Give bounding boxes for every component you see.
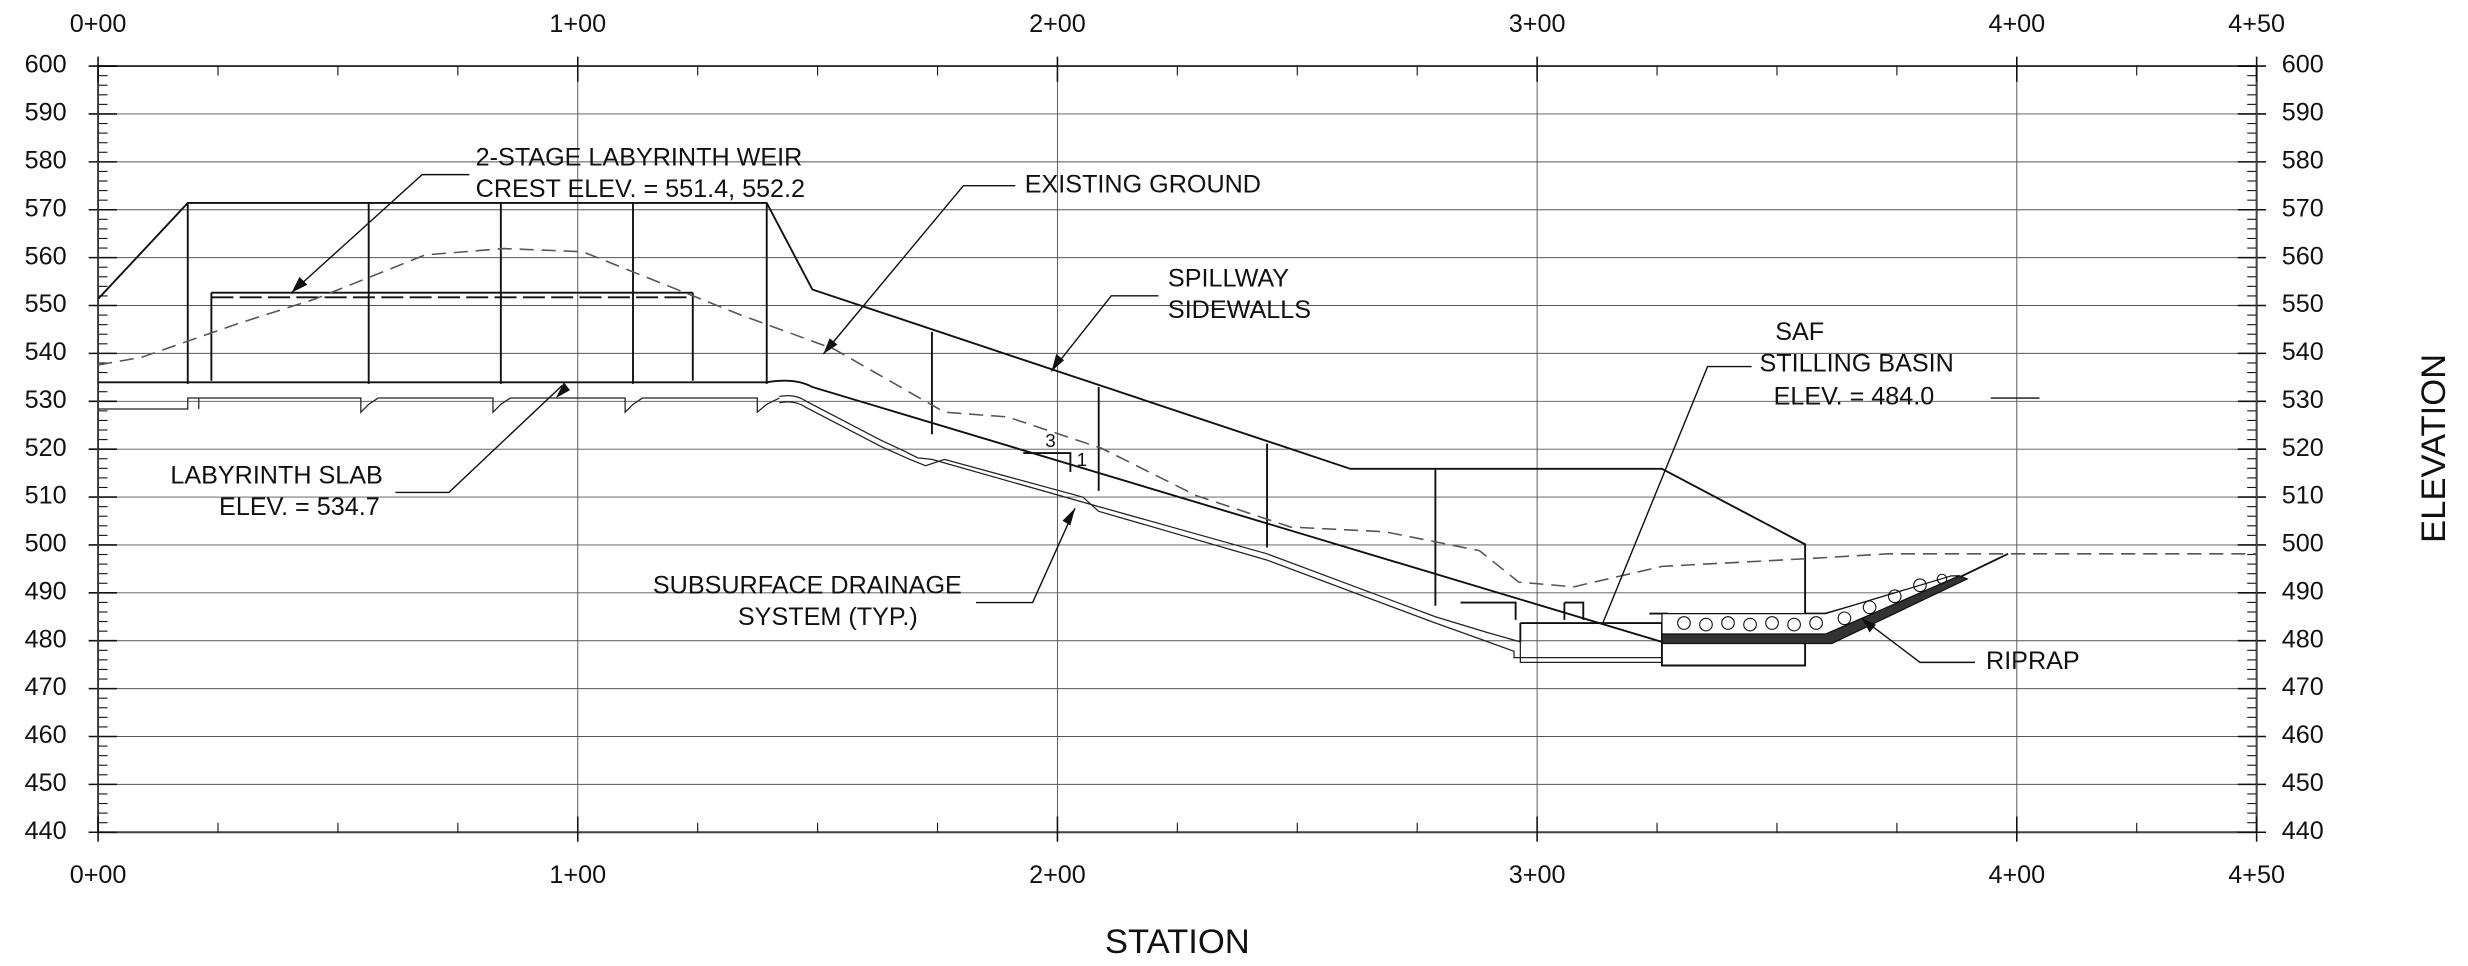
annotation: ELEV. = 534.7 — [219, 493, 380, 521]
y-tick-label: 560 — [25, 242, 67, 270]
y-tick-label: 580 — [2282, 147, 2324, 175]
y-tick-label: 600 — [2282, 51, 2324, 79]
y-tick-label: 540 — [25, 338, 67, 366]
annotation: SPILLWAY — [1168, 265, 1289, 293]
x-tick-label: 0+00 — [70, 10, 127, 38]
y-tick-label: 590 — [25, 99, 67, 127]
x-tick-label: 1+00 — [549, 861, 606, 889]
y-tick-label: 550 — [25, 290, 67, 318]
x-tick-label: 4+00 — [1988, 861, 2045, 889]
y-tick-label: 490 — [25, 577, 67, 605]
y-tick-label: 510 — [2282, 482, 2324, 510]
y-tick-label: 560 — [2282, 242, 2324, 270]
y-tick-label: 450 — [2282, 769, 2324, 797]
annotation: SUBSURFACE DRAINAGE — [653, 571, 962, 599]
x-tick-label: 1+00 — [549, 10, 606, 38]
y-tick-label: 520 — [25, 434, 67, 462]
x-axis-title: STATION — [1105, 923, 1250, 961]
y-tick-label: 480 — [25, 625, 67, 653]
y-tick-label: 570 — [2282, 194, 2324, 222]
axes: 440 440 450 450 460 460 470 470 480 480 490 490 500 5… — [25, 10, 2324, 889]
y-tick-label: 470 — [2282, 673, 2324, 701]
slope-label: 3 — [1045, 430, 1056, 451]
x-tick-label: 4+50 — [2228, 861, 2285, 889]
y-axis-title: ELEVATION — [2415, 354, 2453, 543]
y-tick-label: 460 — [25, 721, 67, 749]
annotation: RIPRAP — [1986, 647, 2080, 675]
spillway-structure — [97, 202, 2257, 667]
y-tick-label: 570 — [25, 194, 67, 222]
y-tick-label: 530 — [2282, 386, 2324, 414]
x-tick-label: 4+00 — [1988, 10, 2045, 38]
annotation: SYSTEM (TYP.) — [738, 603, 918, 631]
y-tick-label: 500 — [25, 530, 67, 558]
y-tick-label: 470 — [25, 673, 67, 701]
annotation: SAF — [1775, 318, 1824, 346]
x-tick-label: 2+00 — [1029, 861, 1086, 889]
y-tick-label: 540 — [2282, 338, 2324, 366]
y-tick-label: 490 — [2282, 577, 2324, 605]
annotation: STILLING BASIN — [1759, 350, 1953, 378]
y-tick-label: 500 — [2282, 530, 2324, 558]
y-tick-label: 440 — [25, 817, 67, 845]
x-tick-label: 3+00 — [1509, 10, 1566, 38]
y-tick-label: 460 — [2282, 721, 2324, 749]
x-tick-label: 4+50 — [2228, 10, 2285, 38]
annotation: EXISTING GROUND — [1025, 170, 1261, 198]
y-tick-label: 510 — [25, 482, 67, 510]
y-tick-label: 480 — [2282, 625, 2324, 653]
annotation: 2-STAGE LABYRINTH WEIR — [476, 144, 803, 172]
y-tick-label: 580 — [25, 147, 67, 175]
annotation: CREST ELEV. = 551.4, 552.2 — [476, 175, 805, 203]
y-tick-label: 440 — [2282, 817, 2324, 845]
annotation: SIDEWALLS — [1168, 296, 1311, 324]
annotations: 2-STAGE LABYRINTH WEIR CREST ELEV. = 551… — [170, 144, 2079, 675]
x-tick-label: 3+00 — [1509, 861, 1566, 889]
y-tick-label: 600 — [25, 51, 67, 79]
y-tick-label: 530 — [25, 386, 67, 414]
slope-label: 1 — [1077, 449, 1088, 470]
y-tick-label: 450 — [25, 769, 67, 797]
leaders — [291, 173, 2040, 664]
x-tick-label: 0+00 — [70, 861, 127, 889]
annotation: LABYRINTH SLAB — [170, 461, 383, 489]
annotation: ELEV. = 484.0 — [1774, 383, 1935, 411]
x-tick-label: 2+00 — [1029, 10, 1086, 38]
y-tick-label: 520 — [2282, 434, 2324, 462]
y-tick-label: 590 — [2282, 99, 2324, 127]
y-tick-label: 550 — [2282, 290, 2324, 318]
